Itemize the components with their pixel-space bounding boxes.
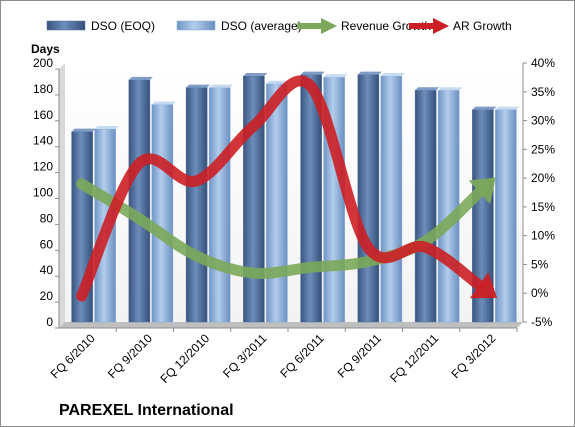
left-axis-title: Days [31, 42, 60, 56]
bar-top-dso-average [323, 74, 348, 78]
category-axis-tick-label: FQ 9/2011 [335, 331, 385, 381]
category-axis-ticks: FQ 6/2010 FQ 9/2010 FQ 12/2010 FQ 3/2011 FQ … [48, 327, 518, 386]
bar-dso-eoq [185, 87, 208, 323]
bar-top-dso-eoq [128, 76, 153, 80]
bar-dso-eoq [128, 79, 151, 323]
right-axis-tick-label: 20% [531, 171, 555, 185]
bar-dso-eoq [414, 89, 437, 323]
right-axis-tick-label: 15% [531, 200, 555, 214]
legend: DSO (EOQ) DSO (average) Revenue Growth AR G… [46, 18, 512, 34]
left-axis-tick-label: 180 [33, 82, 53, 96]
left-axis-tick-label: 100 [33, 186, 53, 200]
left-axis-tick-label: 140 [33, 134, 53, 148]
right-axis-tick-label: 30% [531, 114, 555, 128]
bar-dso-average [380, 75, 403, 323]
left-axis-tick-label: 120 [33, 160, 53, 174]
left-axis-ticks: 0 20 40 60 80 100 120 140 160 180 200 [33, 56, 60, 329]
right-axis-tick-label: -5% [531, 315, 553, 329]
left-axis-tick-label: 160 [33, 108, 53, 122]
plot-floor [59, 322, 523, 328]
bar-top-dso-average [438, 87, 463, 91]
legend-label-ar-growth: AR Growth [453, 19, 512, 33]
legend-label-dso-eoq-: DSO (EOQ) [91, 19, 155, 33]
right-axis-tick-label: 25% [531, 142, 555, 156]
bar-dso-average [266, 83, 288, 323]
bar-top-dso-average [209, 84, 234, 88]
bar-top-dso-eoq [300, 71, 325, 75]
bar-top-dso-eoq [472, 106, 497, 110]
left-axis-tick-label: 60 [40, 237, 54, 251]
legend-swatch-dso-eoq- [46, 20, 86, 31]
right-axis-tick-label: 5% [531, 257, 549, 271]
right-axis-tick-label: 0% [531, 286, 549, 300]
bar-top-dso-eoq [357, 71, 382, 75]
bar-top-dso-average [151, 101, 176, 105]
right-axis-tick-label: 40% [531, 56, 555, 70]
bar-top-dso-eoq [415, 87, 440, 91]
left-axis-tick-label: 80 [40, 211, 54, 225]
category-axis-tick-label: FQ 12/2011 [387, 331, 441, 385]
bar-dso-average [151, 104, 174, 323]
category-axis-tick-label: FQ 6/2011 [277, 331, 327, 381]
right-axis-tick-label: 10% [531, 229, 555, 243]
left-axis-tick-label: 40 [40, 263, 54, 277]
bar-top-dso-average [94, 126, 119, 130]
left-axis-tick-label: 0 [46, 315, 53, 329]
bar-top-dso-average [495, 106, 520, 110]
plot-side-wall [59, 63, 65, 328]
growth-line-layer [76, 75, 498, 302]
bar-top-dso-eoq [186, 84, 211, 88]
legend-arrow-ar-growth [433, 18, 449, 34]
legend-swatch-dso-average- [176, 20, 216, 31]
category-axis-tick-label: FQ 6/2010 [48, 331, 98, 381]
company-name: PAREXEL International [59, 402, 234, 419]
legend-label-revenue-growth: Revenue Growth [341, 19, 431, 33]
category-axis-tick-label: FQ 3/2011 [220, 331, 270, 381]
left-axis-tick-label: 20 [40, 289, 54, 303]
left-axis-tick-label: 200 [33, 56, 53, 70]
bar-dso-average [208, 87, 231, 323]
right-axis-ticks: -5% 0% 5% 10% 15% 20% 25% 30% 35% 40% [522, 56, 555, 329]
category-axis-tick-label: FQ 3/2012 [449, 331, 499, 381]
bar-top-dso-eoq [243, 72, 268, 76]
bar-top-dso-eoq [71, 128, 96, 132]
legend-arrow-revenue-growth [321, 18, 337, 34]
bar-dso-average [437, 89, 460, 323]
ar-growth-line [76, 75, 485, 302]
bar-top-dso-average [380, 72, 405, 76]
ar-growth-arrowhead [469, 272, 498, 299]
revenue-growth-arrowhead [468, 177, 496, 205]
category-axis-tick-label: FQ 12/2010 [158, 331, 213, 386]
right-axis-tick-label: 35% [531, 85, 555, 99]
bar-dso-eoq [357, 74, 380, 323]
bar-dso-average [495, 109, 517, 323]
category-axis-tick-label: FQ 9/2010 [105, 331, 155, 381]
legend-label-dso-average-: DSO (average) [221, 19, 302, 33]
